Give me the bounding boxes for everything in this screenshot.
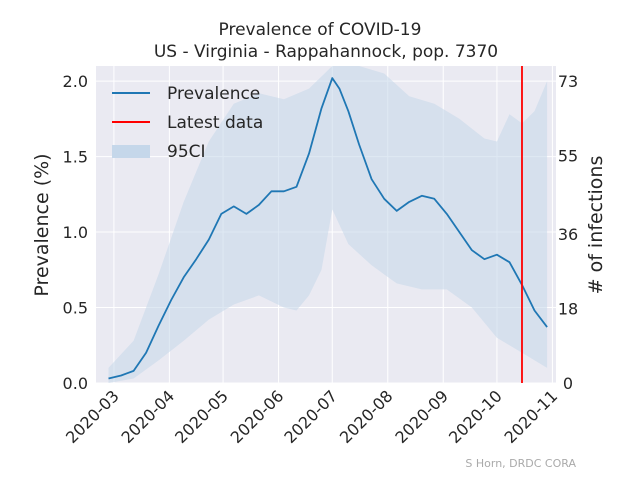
y-axis-label: Prevalence (%)	[31, 153, 53, 296]
chart-title: Prevalence of COVID-19	[219, 20, 422, 40]
x-axis-ticks: 2020-032020-042020-052020-062020-072020-…	[62, 386, 561, 447]
y-tick-label: 0.0	[63, 374, 88, 393]
prevalence-line	[108, 77, 548, 380]
y2-tick-label: 73	[558, 72, 578, 91]
y-tick-label: 0.5	[63, 299, 88, 318]
ci-band	[108, 66, 548, 383]
y2-axis-ticks: 0 18 36 55 73	[558, 72, 578, 393]
y-tick-label: 2.0	[63, 72, 88, 91]
x-tick-label: 2020-09	[391, 386, 452, 447]
y2-tick-label: 0	[563, 374, 573, 393]
y-tick-label: 1.5	[63, 148, 88, 167]
x-tick-label: 2020-03	[62, 386, 123, 447]
x-tick-label: 2020-08	[336, 386, 397, 447]
legend: Prevalence Latest data 95CI	[112, 84, 263, 162]
y2-tick-label: 55	[558, 147, 578, 166]
prevalence-line-layer	[108, 77, 548, 380]
y2-tick-label: 18	[558, 300, 578, 319]
x-tick-label: 2020-05	[171, 386, 232, 447]
legend-label: Latest data	[167, 113, 263, 133]
x-tick-label: 2020-06	[227, 386, 288, 447]
credit-text: S Horn, DRDC CORA	[465, 457, 576, 470]
x-tick-label: 2020-07	[280, 386, 341, 447]
y-axis-ticks: 0.0 0.5 1.0 1.5 2.0	[63, 72, 88, 393]
ci-band-layer	[108, 66, 548, 383]
legend-label: 95CI	[167, 142, 206, 162]
legend-swatch-ci	[112, 145, 150, 158]
y2-axis-label: # of infections	[585, 156, 607, 295]
chart-subtitle: US - Virginia - Rappahannock, pop. 7370	[154, 42, 498, 62]
y2-tick-label: 36	[558, 225, 578, 244]
x-tick-label: 2020-10	[445, 386, 506, 447]
legend-label: Prevalence	[167, 84, 260, 104]
x-tick-label: 2020-11	[501, 386, 562, 447]
x-tick-label: 2020-04	[118, 386, 179, 447]
y-tick-label: 1.0	[63, 223, 88, 242]
